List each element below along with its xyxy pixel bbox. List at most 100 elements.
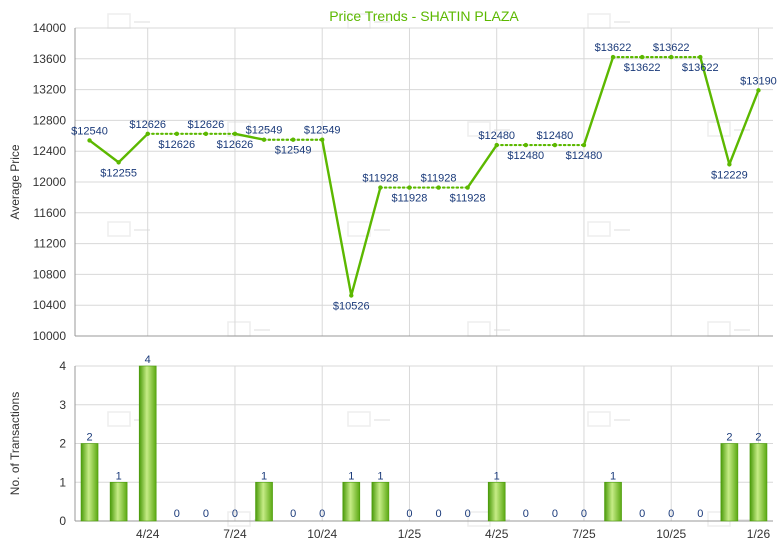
price-point-label: $12480 [537,130,574,142]
watermark-mark [347,411,371,427]
transaction-bar [604,481,622,522]
price-point [727,162,732,167]
axes: 1000010400108001120011600120001240012800… [8,21,773,541]
price-point-label: $12626 [158,139,195,151]
chart-marks [80,54,768,522]
y-tick-label-price: 11600 [34,206,67,220]
price-point-label: $13622 [595,42,632,54]
y-tick-label-price: 10800 [33,267,67,281]
bar-value-label: 0 [668,508,674,520]
price-line-segment [88,139,120,164]
price-point-label: $12549 [275,145,312,157]
bar-value-label: 0 [319,508,325,520]
bar-value-label: 4 [145,354,151,366]
watermark-mark [227,321,251,337]
bar-value-label: 0 [203,508,209,520]
price-line-segment [117,132,149,164]
price-point-label: $10526 [333,300,370,312]
y-tick-label-price: 12400 [33,144,67,158]
watermark-mark [707,321,731,337]
price-point-label: $11928 [450,193,486,205]
price-line-segment [233,132,266,141]
y-tick-label-transactions: 1 [59,475,66,489]
transaction-bar [749,443,768,522]
transaction-bar [80,443,99,522]
price-point [87,138,92,143]
y-tick-label-price: 10000 [33,329,67,343]
bar-value-label: 1 [377,470,383,482]
price-point [756,88,761,93]
y-tick-label-price: 13200 [33,83,67,97]
price-point [145,131,150,136]
price-point [436,185,441,190]
price-point-label: $13622 [624,62,661,74]
y-tick-label-price: 10400 [33,298,67,312]
bar-value-label: 1 [116,470,122,482]
grid [75,27,773,522]
y-tick-label-transactions: 0 [59,514,66,528]
bar-value-label: 0 [552,508,558,520]
bar-value-label: 1 [348,470,354,482]
transaction-bar [138,365,157,522]
price-point-label: $12480 [507,150,544,162]
watermark-mark [227,121,251,137]
price-point [552,142,558,148]
price-point [116,160,121,165]
price-point-label: $12626 [129,119,166,131]
x-tick-label: 4/24 [136,527,160,541]
bar-value-label: 2 [86,432,92,444]
watermark-mark [587,13,611,29]
price-point-label: $13622 [682,62,719,74]
bar-value-label: 1 [610,470,616,482]
price-point [349,293,354,298]
price-line-segment [321,138,353,297]
price-point [698,54,703,60]
price-point-label: $12549 [304,125,341,137]
y-tick-label-price: 12800 [33,113,67,127]
watermark-mark [107,13,131,29]
watermark-mark [467,321,491,337]
bar-value-label: 0 [435,508,441,520]
x-tick-label: 4/25 [485,527,509,541]
price-point [465,185,470,190]
price-line-segment [699,55,731,166]
transaction-bar [109,481,128,522]
y-tick-label-price: 12000 [33,175,67,189]
watermark-mark [587,221,611,237]
price-line-segment [728,89,760,166]
price-point-label: $12480 [478,130,515,142]
price-point-label: $12229 [711,169,748,181]
watermark [107,13,750,527]
price-point [320,137,325,142]
bar-value-label: 0 [406,508,412,520]
x-tick-label: 10/25 [656,527,686,541]
bar-value-label: 0 [174,508,180,520]
price-point [261,137,267,142]
price-point-label: $11928 [362,173,398,185]
price-point [174,131,179,136]
price-point [494,142,499,148]
transaction-bar [371,481,390,522]
price-point-label: $12626 [217,139,254,151]
bar-value-label: 1 [261,470,267,482]
bar-value-label: 0 [581,508,587,520]
price-point [203,131,209,136]
y-axis-title-transactions: No. of Transactions [8,392,22,495]
bar-value-label: 0 [465,508,471,520]
bar-value-label: 0 [232,508,238,520]
price-point [378,185,383,190]
price-point [581,142,587,148]
price-point-label: $12540 [71,125,108,137]
price-point-label: $13190 [740,75,777,87]
y-tick-label-transactions: 4 [59,359,66,373]
bar-value-label: 0 [523,508,529,520]
price-point [407,185,412,190]
bar-value-label: 0 [290,508,296,520]
watermark-mark [227,511,251,527]
y-tick-label-transactions: 3 [59,398,66,412]
price-point [639,54,645,60]
y-tick-label-transactions: 2 [59,437,66,451]
price-point [669,54,674,60]
